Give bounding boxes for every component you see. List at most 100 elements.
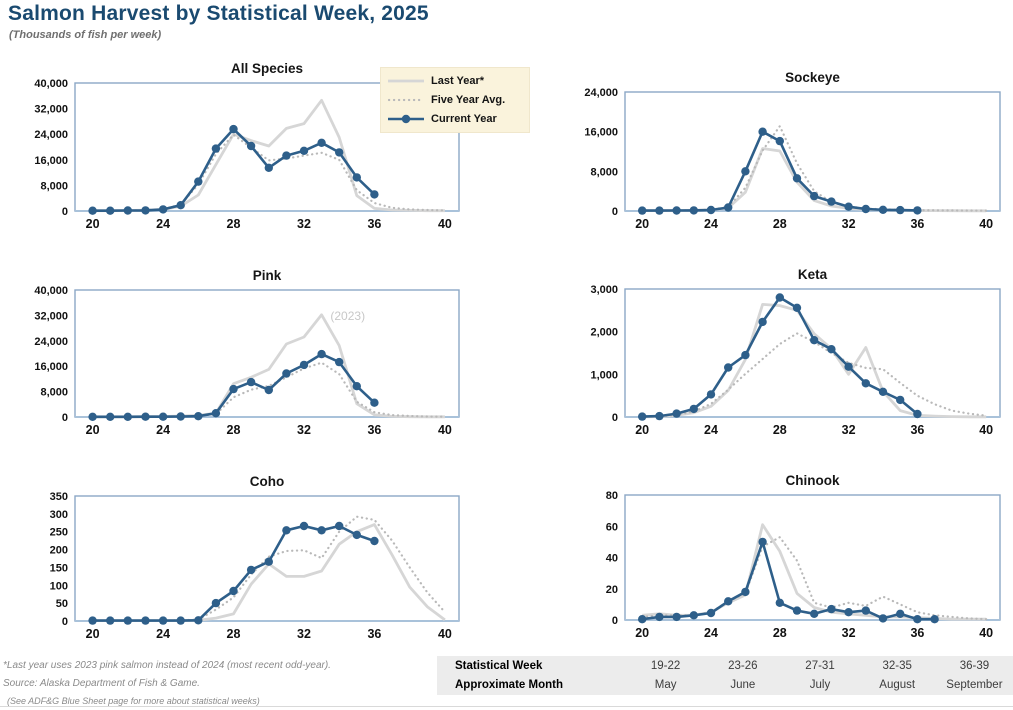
data-point xyxy=(758,317,767,327)
y-tick-label: 24,000 xyxy=(34,336,68,348)
y-tick-label: 350 xyxy=(50,491,68,503)
data-point xyxy=(88,206,97,215)
data-point xyxy=(282,526,291,535)
data-point xyxy=(844,362,853,371)
data-point xyxy=(672,612,681,622)
data-point xyxy=(317,138,326,147)
table-cell: 27-31 xyxy=(805,660,835,672)
sockeye-plot: 0 8,000 16,000 24,000 20 24 28 32 36 40 Sockeye xyxy=(584,70,1001,231)
data-point xyxy=(299,360,309,370)
data-point xyxy=(913,206,922,215)
y-tick-label: 200 xyxy=(50,545,68,557)
series-five_year_avg xyxy=(641,332,988,418)
y-tick-label: 20 xyxy=(606,584,618,596)
pink-plot: 0 8,000 16,000 24,000 32,000 40,000 20 24 28 32 36… xyxy=(34,268,460,437)
legend-label: Current Year xyxy=(431,113,497,126)
y-tick-label: 16,000 xyxy=(34,155,68,167)
data-point xyxy=(844,202,853,211)
x-tick-label: 36 xyxy=(910,626,924,640)
last-year-line-sample xyxy=(388,79,424,83)
data-point xyxy=(352,382,361,391)
y-tick-label: 0 xyxy=(612,206,618,218)
data-point xyxy=(775,598,784,607)
data-point xyxy=(689,404,698,414)
x-tick-label: 32 xyxy=(842,423,856,437)
data-point xyxy=(741,587,750,597)
data-point xyxy=(638,412,647,421)
x-tick-label: 32 xyxy=(297,217,311,231)
data-point xyxy=(930,615,939,624)
data-point xyxy=(672,409,681,418)
data-point xyxy=(106,412,115,421)
y-tick-label: 3,000 xyxy=(590,284,618,296)
y-tick-label: 0 xyxy=(62,206,68,218)
data-point xyxy=(689,206,698,215)
x-tick-label: 24 xyxy=(704,626,718,640)
data-point xyxy=(655,612,664,622)
x-tick-label: 28 xyxy=(773,626,787,640)
page-title: Salmon Harvest by Statistical Week, 2025 xyxy=(8,2,429,25)
x-tick-label: 32 xyxy=(297,423,311,437)
current-year-line-sample xyxy=(388,115,424,124)
x-tick-label: 24 xyxy=(156,423,170,437)
data-point xyxy=(792,606,802,615)
data-point xyxy=(370,398,379,407)
x-tick-label: 28 xyxy=(773,217,787,231)
y-tick-label: 0 xyxy=(62,616,68,628)
y-tick-label: 40,000 xyxy=(34,78,68,90)
data-point xyxy=(861,379,870,388)
data-point xyxy=(335,357,344,367)
data-point xyxy=(141,412,150,421)
data-point xyxy=(638,615,647,624)
data-point xyxy=(827,604,836,614)
y-tick-label: 40 xyxy=(606,553,618,565)
data-point xyxy=(827,197,836,206)
y-tick-label: 150 xyxy=(50,562,68,574)
footnote-source: Source: Alaska Department of Fish & Game… xyxy=(3,678,200,689)
data-point xyxy=(264,163,273,172)
data-point xyxy=(775,293,784,302)
data-point xyxy=(229,124,238,134)
chart-title: Pink xyxy=(253,268,282,283)
chart-title: All Species xyxy=(231,61,303,76)
y-tick-label: 16,000 xyxy=(34,361,68,373)
x-tick-label: 28 xyxy=(227,627,241,641)
table-row-statistical-week: Statistical Week 19-22 23-26 27-31 32-35… xyxy=(437,657,1013,676)
x-tick-label: 28 xyxy=(773,423,787,437)
y-tick-label: 40,000 xyxy=(34,285,68,297)
chart-keta: 0 1,000 2,000 3,000 20 24 28 32 36 40 Keta xyxy=(575,263,1008,441)
x-tick-label: 36 xyxy=(367,423,381,437)
x-tick-label: 20 xyxy=(86,423,100,437)
series-five_year_avg xyxy=(91,515,446,622)
data-point xyxy=(758,127,767,136)
data-point xyxy=(282,369,291,378)
y-tick-label: 0 xyxy=(612,412,618,424)
data-point xyxy=(706,205,716,215)
data-point xyxy=(246,377,256,387)
x-tick-label: 20 xyxy=(86,217,100,231)
y-tick-label: 100 xyxy=(50,580,68,592)
data-point xyxy=(211,409,221,418)
y-tick-label: 24,000 xyxy=(584,87,618,99)
table-cell: 19-22 xyxy=(650,660,681,672)
data-point xyxy=(123,616,132,625)
coho-plot: 0 50 100 150 200 250 300 350 20 24 28 32 36 40 Coho xyxy=(50,474,460,641)
data-point xyxy=(299,146,309,155)
data-point xyxy=(211,144,221,153)
data-point xyxy=(741,167,750,176)
series-last_year xyxy=(642,523,987,621)
data-point xyxy=(827,345,836,354)
x-tick-label: 28 xyxy=(227,217,241,231)
data-point xyxy=(913,615,922,624)
series-last_year xyxy=(642,303,987,419)
table-cell: August xyxy=(879,679,916,691)
x-tick-label: 40 xyxy=(979,217,993,231)
y-tick-label: 8,000 xyxy=(590,166,618,178)
y-tick-label: 2,000 xyxy=(590,327,618,339)
series-current_year xyxy=(642,540,935,621)
x-tick-label: 24 xyxy=(704,217,718,231)
chart-title: Keta xyxy=(798,267,828,282)
data-point xyxy=(246,565,256,575)
series-last_year xyxy=(642,147,987,213)
chart-title: Sockeye xyxy=(785,70,840,85)
